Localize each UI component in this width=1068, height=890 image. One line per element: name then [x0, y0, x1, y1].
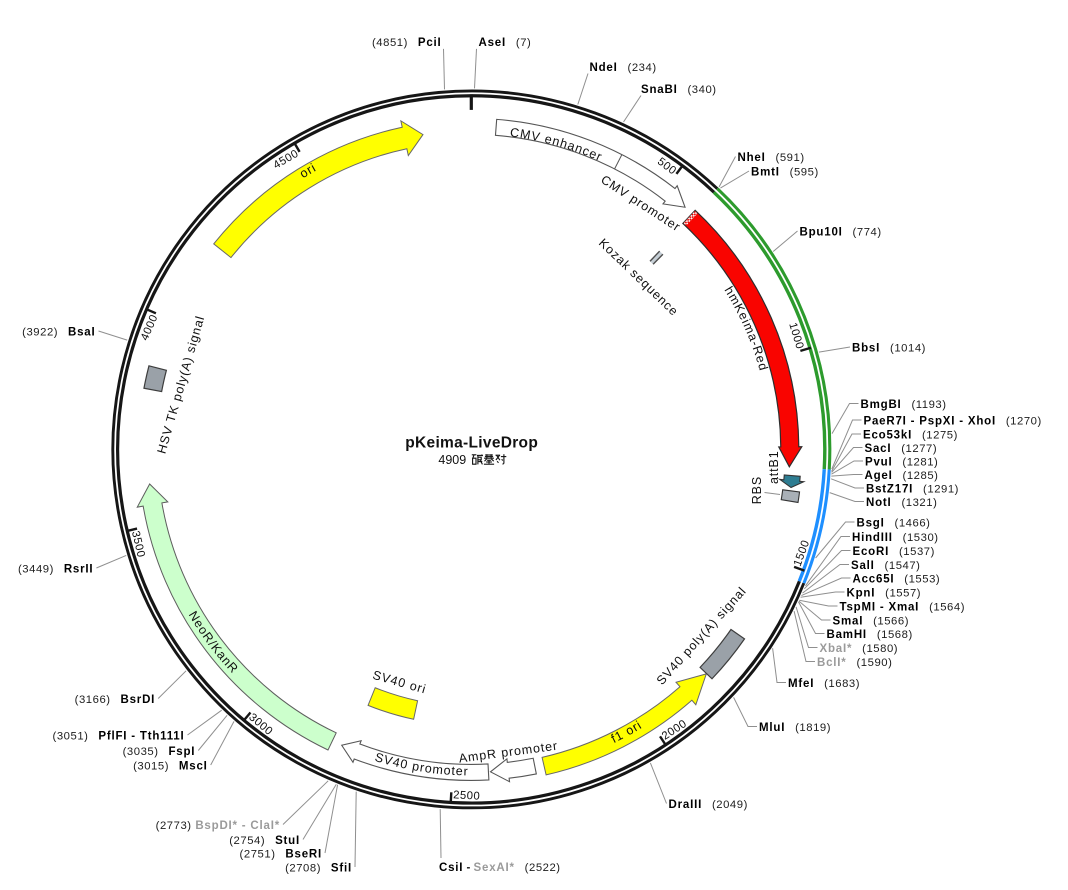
- svg-text:(3051) PflFI - Tth111I: (3051) PflFI - Tth111I: [53, 730, 185, 742]
- svg-text:Bpu10I (774): Bpu10I (774): [800, 226, 882, 238]
- svg-text:Eco53kI (1275): Eco53kI (1275): [863, 429, 958, 441]
- svg-text:PaeR7I - PspXI - XhoI (1270): PaeR7I - PspXI - XhoI (1270): [864, 415, 1042, 427]
- svg-text:BbsI (1014): BbsI (1014): [852, 342, 926, 354]
- svg-text:(3166) BsrDI: (3166) BsrDI: [75, 694, 156, 706]
- svg-text:4909: 4909: [438, 453, 466, 467]
- svg-text:BamHI (1568): BamHI (1568): [827, 629, 913, 641]
- svg-text:BclI* (1590): BclI* (1590): [817, 657, 892, 669]
- svg-text:NotI (1321): NotI (1321): [866, 497, 937, 509]
- svg-text:XbaI* (1580): XbaI* (1580): [820, 643, 899, 655]
- svg-text:SacI (1277): SacI (1277): [865, 443, 938, 455]
- svg-text:BmgBI (1193): BmgBI (1193): [861, 399, 947, 411]
- svg-text:(3015) MscI: (3015) MscI: [133, 760, 208, 772]
- svg-text:CsiI - SexAI* (2522): CsiI - SexAI* (2522): [439, 862, 561, 874]
- svg-text:BmtI (595): BmtI (595): [751, 166, 819, 178]
- svg-text:SalI (1547): SalI (1547): [851, 560, 921, 572]
- svg-text:NheI (591): NheI (591): [738, 152, 805, 164]
- svg-text:BsgI (1466): BsgI (1466): [857, 517, 931, 529]
- svg-text:2500: 2500: [453, 789, 481, 803]
- svg-text:BstZ17I (1291): BstZ17I (1291): [866, 483, 959, 495]
- svg-text:Acc65I (1553): Acc65I (1553): [853, 573, 941, 585]
- svg-text:(4851) PciI: (4851) PciI: [372, 37, 442, 49]
- svg-text:(2751) BseRI: (2751) BseRI: [240, 848, 322, 860]
- svg-text:MluI (1819): MluI (1819): [759, 722, 831, 734]
- svg-text:EcoRI (1537): EcoRI (1537): [853, 546, 935, 558]
- svg-text:pKeima-LiveDrop: pKeima-LiveDrop: [405, 435, 538, 452]
- svg-text:KpnI (1557): KpnI (1557): [847, 587, 922, 599]
- svg-text:NdeI (234): NdeI (234): [590, 62, 657, 74]
- svg-text:(3035) FspI: (3035) FspI: [123, 746, 196, 758]
- svg-text:PvuI (1281): PvuI (1281): [865, 456, 938, 468]
- svg-text:AseI (7): AseI (7): [479, 37, 532, 49]
- svg-text:RBS: RBS: [750, 476, 764, 504]
- svg-text:(3449) RsrII: (3449) RsrII: [18, 563, 93, 575]
- svg-text:attB1: attB1: [767, 450, 781, 484]
- svg-text:DraIII (2049): DraIII (2049): [669, 799, 748, 811]
- svg-text:(2773) BspDI* - ClaI*: (2773) BspDI* - ClaI*: [156, 820, 280, 832]
- svg-text:SnaBI (340): SnaBI (340): [641, 84, 717, 96]
- svg-text:MfeI (1683): MfeI (1683): [788, 678, 860, 690]
- svg-text:SmaI (1566): SmaI (1566): [833, 615, 910, 627]
- svg-text:(2754) StuI: (2754) StuI: [229, 835, 300, 847]
- svg-text:TspMI - XmaI (1564): TspMI - XmaI (1564): [840, 601, 966, 613]
- svg-text:AgeI (1285): AgeI (1285): [865, 470, 939, 482]
- svg-text:HindIII (1530): HindIII (1530): [852, 532, 939, 544]
- svg-text:(3922) BsaI: (3922) BsaI: [22, 326, 95, 338]
- svg-text:(2708) SfiI: (2708) SfiI: [285, 862, 352, 874]
